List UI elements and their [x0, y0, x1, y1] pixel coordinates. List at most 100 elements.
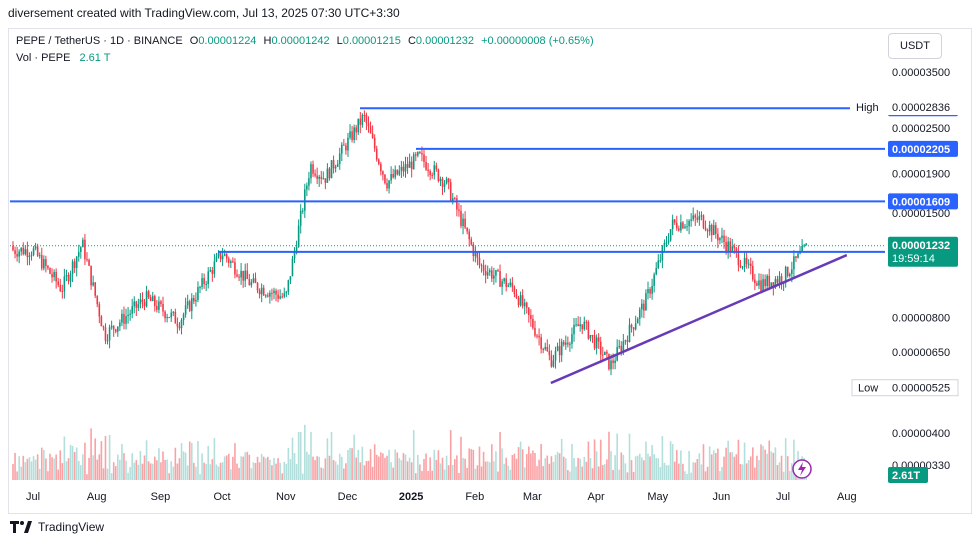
volume-bar — [454, 459, 456, 480]
volume-bar — [30, 461, 33, 480]
volume-bar — [394, 449, 397, 480]
x-tick-label: Apr — [588, 491, 605, 503]
candle-body — [505, 278, 507, 287]
candle-body — [248, 278, 251, 286]
volume-label[interactable]: Vol · PEPE — [16, 52, 71, 64]
volume-bar — [513, 453, 516, 480]
volume-bar — [622, 454, 625, 480]
candle-body — [197, 287, 199, 300]
volume-bar — [464, 458, 466, 480]
level-price-tag — [888, 193, 958, 210]
candle-body — [624, 340, 627, 342]
high-label: High — [856, 102, 879, 114]
candle-body — [209, 270, 212, 272]
candle-body — [94, 282, 96, 296]
volume-bar — [651, 445, 653, 480]
volume-bar — [158, 448, 160, 480]
candle-body — [719, 237, 721, 241]
volume-bar — [246, 451, 249, 480]
tradingview-footer: TradingView — [10, 520, 104, 534]
currency-button[interactable]: USDT — [888, 33, 942, 59]
volume-bar — [205, 463, 207, 480]
candle-body — [638, 309, 641, 319]
candle-body — [532, 318, 534, 328]
candle-body — [754, 279, 756, 284]
candle-body — [464, 218, 466, 228]
y-tick-label: 0.00000650 — [892, 347, 950, 359]
volume-bar — [696, 459, 699, 480]
volume-bar — [560, 438, 563, 480]
high-value-label: 0.00002836 — [892, 102, 950, 114]
volume-bar — [110, 473, 113, 480]
trend-line[interactable] — [550, 253, 848, 385]
volume-bar — [117, 454, 119, 480]
candle-body — [267, 295, 269, 297]
candle-body — [548, 351, 551, 356]
volume-bar — [227, 453, 230, 480]
volume-bar — [441, 457, 444, 480]
volume-bar — [786, 456, 789, 480]
candle-body — [542, 348, 544, 350]
volume-bar — [556, 451, 559, 480]
candle-body — [219, 252, 222, 260]
candle-body — [786, 266, 789, 277]
candle-body — [523, 302, 526, 307]
candle-body — [108, 327, 111, 341]
candle-body — [343, 144, 345, 146]
candle-body — [513, 287, 516, 295]
volume-bar — [297, 432, 300, 480]
candle-body — [778, 276, 781, 283]
candle-body — [359, 118, 362, 125]
candle-body — [306, 185, 308, 190]
candle-body — [131, 306, 133, 314]
volume-bar — [737, 439, 740, 480]
candle-body — [293, 250, 296, 259]
candle-body — [552, 360, 555, 367]
candle-body — [129, 313, 131, 315]
volume-bar — [618, 469, 621, 480]
candle-body — [184, 305, 187, 315]
volume-bar — [597, 466, 600, 480]
volume-bar — [400, 460, 403, 480]
candle-body — [363, 114, 366, 116]
volume-bar — [451, 464, 454, 480]
volume-bar — [530, 453, 532, 480]
candle-body — [139, 299, 142, 305]
volume-bar — [404, 454, 407, 480]
candle-body — [729, 241, 731, 252]
volume-bar — [723, 456, 725, 480]
volume-bar — [766, 453, 768, 480]
candle-body — [400, 166, 403, 171]
volume-bar — [626, 472, 629, 480]
volume-bar — [445, 455, 448, 480]
volume-bar — [534, 453, 536, 480]
candle-body — [525, 302, 528, 308]
volume-bar — [564, 458, 567, 480]
candle-body — [480, 264, 483, 266]
candle-body — [747, 263, 750, 265]
level-price-tag — [888, 140, 958, 157]
volume-bar — [125, 460, 127, 480]
candle-body — [511, 282, 514, 288]
chart-attribution: diversement created with TradingView.com… — [8, 6, 400, 20]
candle-body — [117, 326, 119, 332]
volume-bar — [71, 446, 74, 480]
volume-bar — [575, 466, 577, 480]
volume-bar — [706, 466, 709, 480]
candle-body — [345, 145, 347, 151]
volume-bar — [661, 436, 664, 480]
candle-body — [503, 278, 505, 282]
candle-body — [495, 270, 497, 276]
volume-bar — [673, 461, 676, 480]
candle-body — [355, 127, 357, 133]
volume-bar — [675, 450, 678, 480]
candle-body — [174, 311, 177, 324]
candle-body — [172, 311, 175, 313]
volume-bar — [493, 461, 495, 480]
candle-body — [710, 224, 713, 236]
symbol-name[interactable]: PEPE / TetherUS · 1D · BINANCE — [16, 35, 183, 47]
candle-body — [725, 242, 727, 252]
candle-body — [82, 239, 84, 248]
candle-body — [427, 169, 429, 172]
